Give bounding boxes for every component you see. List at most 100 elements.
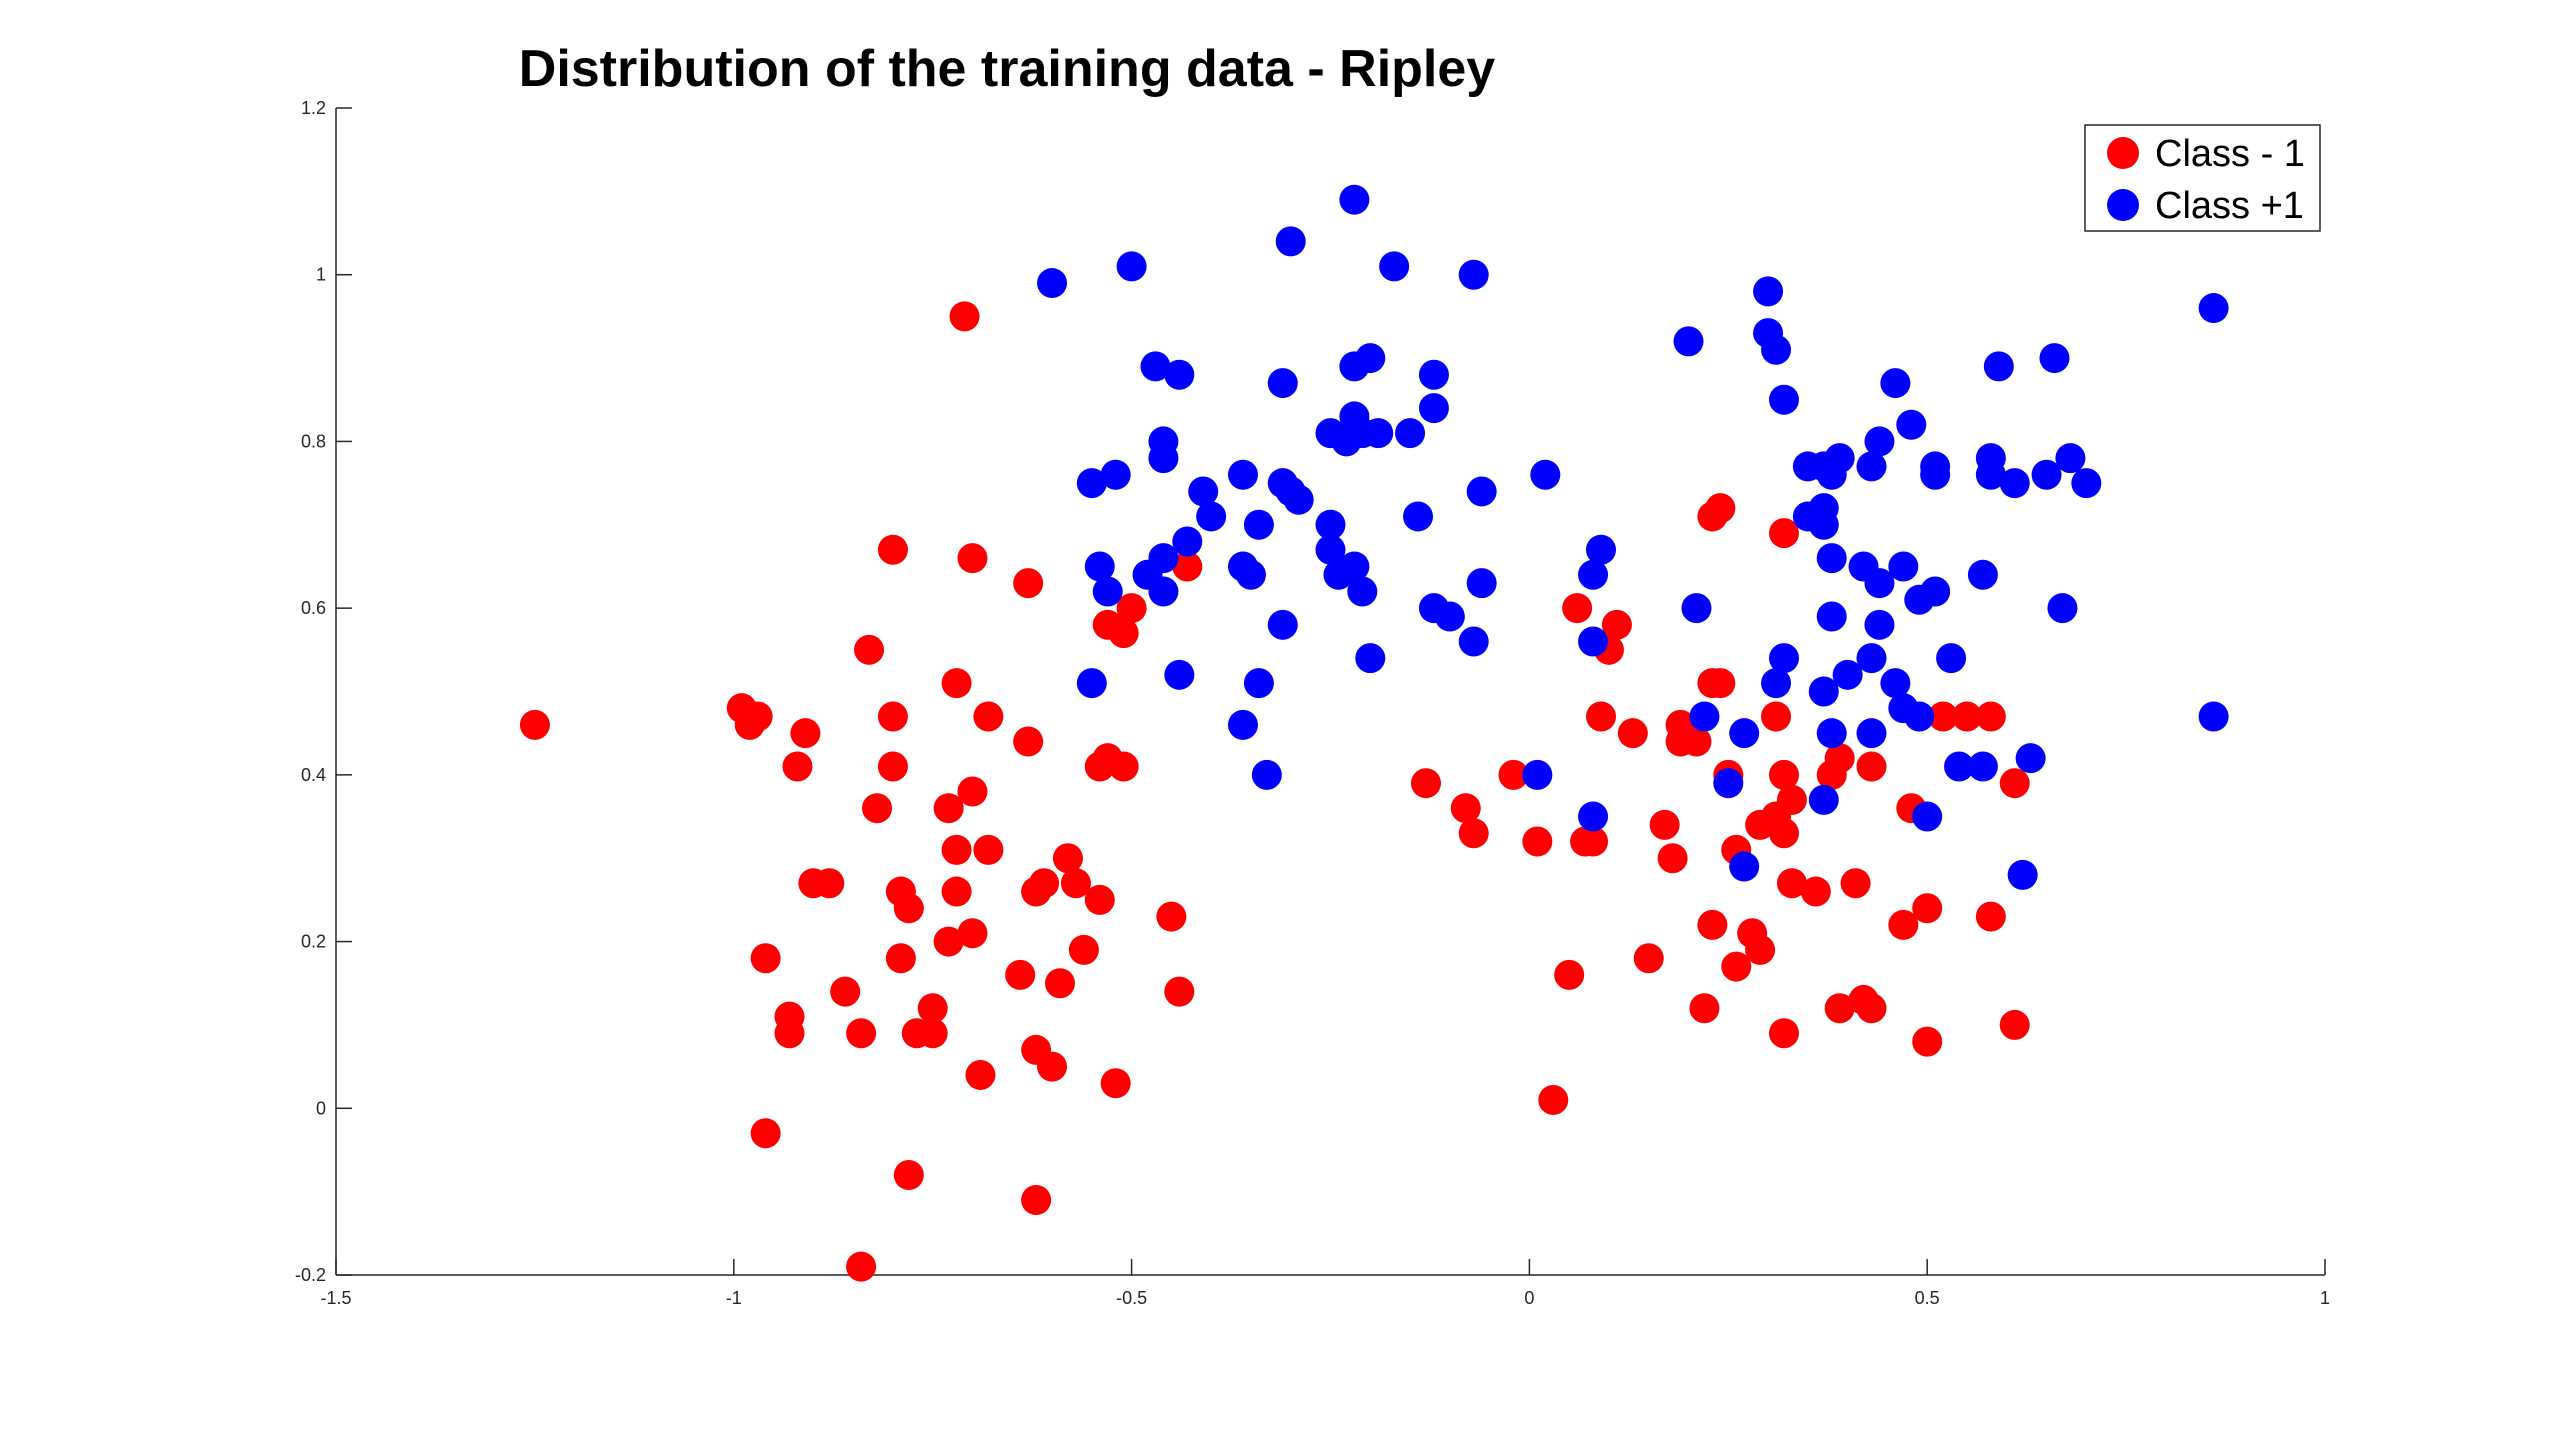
data-point-class-minus-1 <box>1912 893 1943 924</box>
x-tick-label: 1 <box>2320 1288 2330 1308</box>
data-point-class-minus-1 <box>1060 868 1091 899</box>
data-point-class-plus-1 <box>1856 718 1887 749</box>
data-point-class-minus-1 <box>750 943 781 974</box>
data-point-class-minus-1 <box>1761 701 1792 732</box>
data-point-class-plus-1 <box>1315 534 1346 565</box>
data-point-class-plus-1 <box>1355 643 1386 674</box>
data-point-class-minus-1 <box>1776 868 1807 899</box>
data-point-class-plus-1 <box>1768 384 1799 415</box>
data-point-class-plus-1 <box>1148 576 1179 607</box>
data-point-class-plus-1 <box>2039 343 2070 374</box>
data-point-class-minus-1 <box>965 1059 996 1090</box>
data-point-class-minus-1 <box>1721 951 1752 982</box>
data-point-class-plus-1 <box>1283 484 1314 515</box>
data-point-class-plus-1 <box>1983 351 2014 382</box>
legend-label-class-minus-1: Class - 1 <box>2155 133 2305 175</box>
data-point-class-minus-1 <box>1084 884 1115 915</box>
data-point-class-minus-1 <box>877 701 908 732</box>
data-point-class-minus-1 <box>774 1018 805 1049</box>
data-point-class-minus-1 <box>1450 793 1481 824</box>
data-point-class-minus-1 <box>1458 818 1489 849</box>
data-point-class-plus-1 <box>1037 268 1068 299</box>
data-point-class-plus-1 <box>1339 184 1370 215</box>
data-point-class-plus-1 <box>1967 751 1998 782</box>
data-point-class-plus-1 <box>1196 501 1227 532</box>
data-point-class-minus-1 <box>846 1251 877 1282</box>
data-point-class-minus-1 <box>957 543 988 574</box>
data-point-class-minus-1 <box>1745 934 1776 965</box>
data-point-class-minus-1 <box>1172 551 1203 582</box>
data-point-class-minus-1 <box>1856 751 1887 782</box>
data-point-class-minus-1 <box>742 701 773 732</box>
data-point-class-minus-1 <box>519 709 550 740</box>
data-point-class-minus-1 <box>1768 759 1799 790</box>
data-point-class-plus-1 <box>1586 534 1617 565</box>
data-point-class-minus-1 <box>949 301 980 332</box>
chart-title: Distribution of the training data - Ripl… <box>519 40 1496 98</box>
data-point-class-plus-1 <box>1466 476 1497 507</box>
data-point-class-plus-1 <box>1753 276 1784 307</box>
axes: -1.5 -1 -0.5 0 0.5 1 -0.2 0 0.2 0.4 0.6 0.8 1 1.2 <box>295 98 2330 1308</box>
data-points <box>519 184 2229 1282</box>
data-point-class-minus-1 <box>1052 843 1083 874</box>
data-point-class-plus-1 <box>1888 551 1919 582</box>
data-point-class-minus-1 <box>957 918 988 949</box>
data-point-class-plus-1 <box>1251 759 1282 790</box>
data-point-class-plus-1 <box>2198 701 2229 732</box>
data-point-class-plus-1 <box>1824 443 1855 474</box>
data-point-class-plus-1 <box>2071 468 2102 499</box>
data-point-class-plus-1 <box>1092 576 1123 607</box>
y-axis-ticks: -0.2 0 0.2 0.4 0.6 0.8 1 1.2 <box>295 98 352 1285</box>
data-point-class-minus-1 <box>917 1018 948 1049</box>
data-point-class-plus-1 <box>1227 459 1258 490</box>
data-point-class-plus-1 <box>2031 459 2062 490</box>
data-point-class-minus-1 <box>1538 1084 1569 1115</box>
data-point-class-minus-1 <box>1689 993 1720 1024</box>
data-point-class-minus-1 <box>1912 1026 1943 1057</box>
data-point-class-minus-1 <box>1649 809 1680 840</box>
data-point-class-plus-1 <box>1140 351 1171 382</box>
data-point-class-minus-1 <box>1681 726 1712 757</box>
data-point-class-minus-1 <box>1005 959 1036 990</box>
data-point-class-minus-1 <box>1522 826 1553 857</box>
data-point-class-minus-1 <box>830 976 861 1007</box>
x-tick-label: 0 <box>1524 1288 1534 1308</box>
data-point-class-minus-1 <box>933 793 964 824</box>
x-tick-label: -1 <box>726 1288 742 1308</box>
data-point-class-minus-1 <box>1116 593 1147 624</box>
data-point-class-minus-1 <box>1768 518 1799 549</box>
data-point-class-plus-1 <box>2007 859 2038 890</box>
data-point-class-plus-1 <box>1967 559 1998 590</box>
data-point-class-plus-1 <box>1148 543 1179 574</box>
data-point-class-plus-1 <box>1578 559 1609 590</box>
data-point-class-plus-1 <box>1275 226 1306 257</box>
data-point-class-plus-1 <box>1816 718 1847 749</box>
data-point-class-minus-1 <box>893 1159 924 1190</box>
data-point-class-plus-1 <box>1808 676 1839 707</box>
data-point-class-plus-1 <box>1681 593 1712 624</box>
data-point-class-plus-1 <box>1713 768 1744 799</box>
data-point-class-minus-1 <box>1768 1018 1799 1049</box>
data-point-class-plus-1 <box>2055 443 2086 474</box>
y-tick-label: 0.2 <box>301 932 326 952</box>
data-point-class-minus-1 <box>750 1118 781 1149</box>
data-point-class-plus-1 <box>1458 259 1489 290</box>
series-class-plus-1 <box>1037 184 2229 890</box>
data-point-class-plus-1 <box>1936 643 1967 674</box>
data-point-class-plus-1 <box>1808 493 1839 524</box>
data-point-class-minus-1 <box>1975 901 2006 932</box>
y-tick-label: 0.4 <box>301 765 326 785</box>
data-point-class-minus-1 <box>1586 701 1617 732</box>
data-point-class-minus-1 <box>973 834 1004 865</box>
data-point-class-plus-1 <box>1864 426 1895 457</box>
y-tick-label: 0.6 <box>301 598 326 618</box>
data-point-class-minus-1 <box>790 718 821 749</box>
data-point-class-minus-1 <box>917 993 948 1024</box>
data-point-class-plus-1 <box>1816 601 1847 632</box>
data-point-class-plus-1 <box>1227 709 1258 740</box>
data-point-class-minus-1 <box>1029 868 1060 899</box>
data-point-class-plus-1 <box>1355 343 1386 374</box>
data-point-class-minus-1 <box>1705 668 1736 699</box>
data-point-class-plus-1 <box>1689 701 1720 732</box>
data-point-class-plus-1 <box>1880 668 1911 699</box>
